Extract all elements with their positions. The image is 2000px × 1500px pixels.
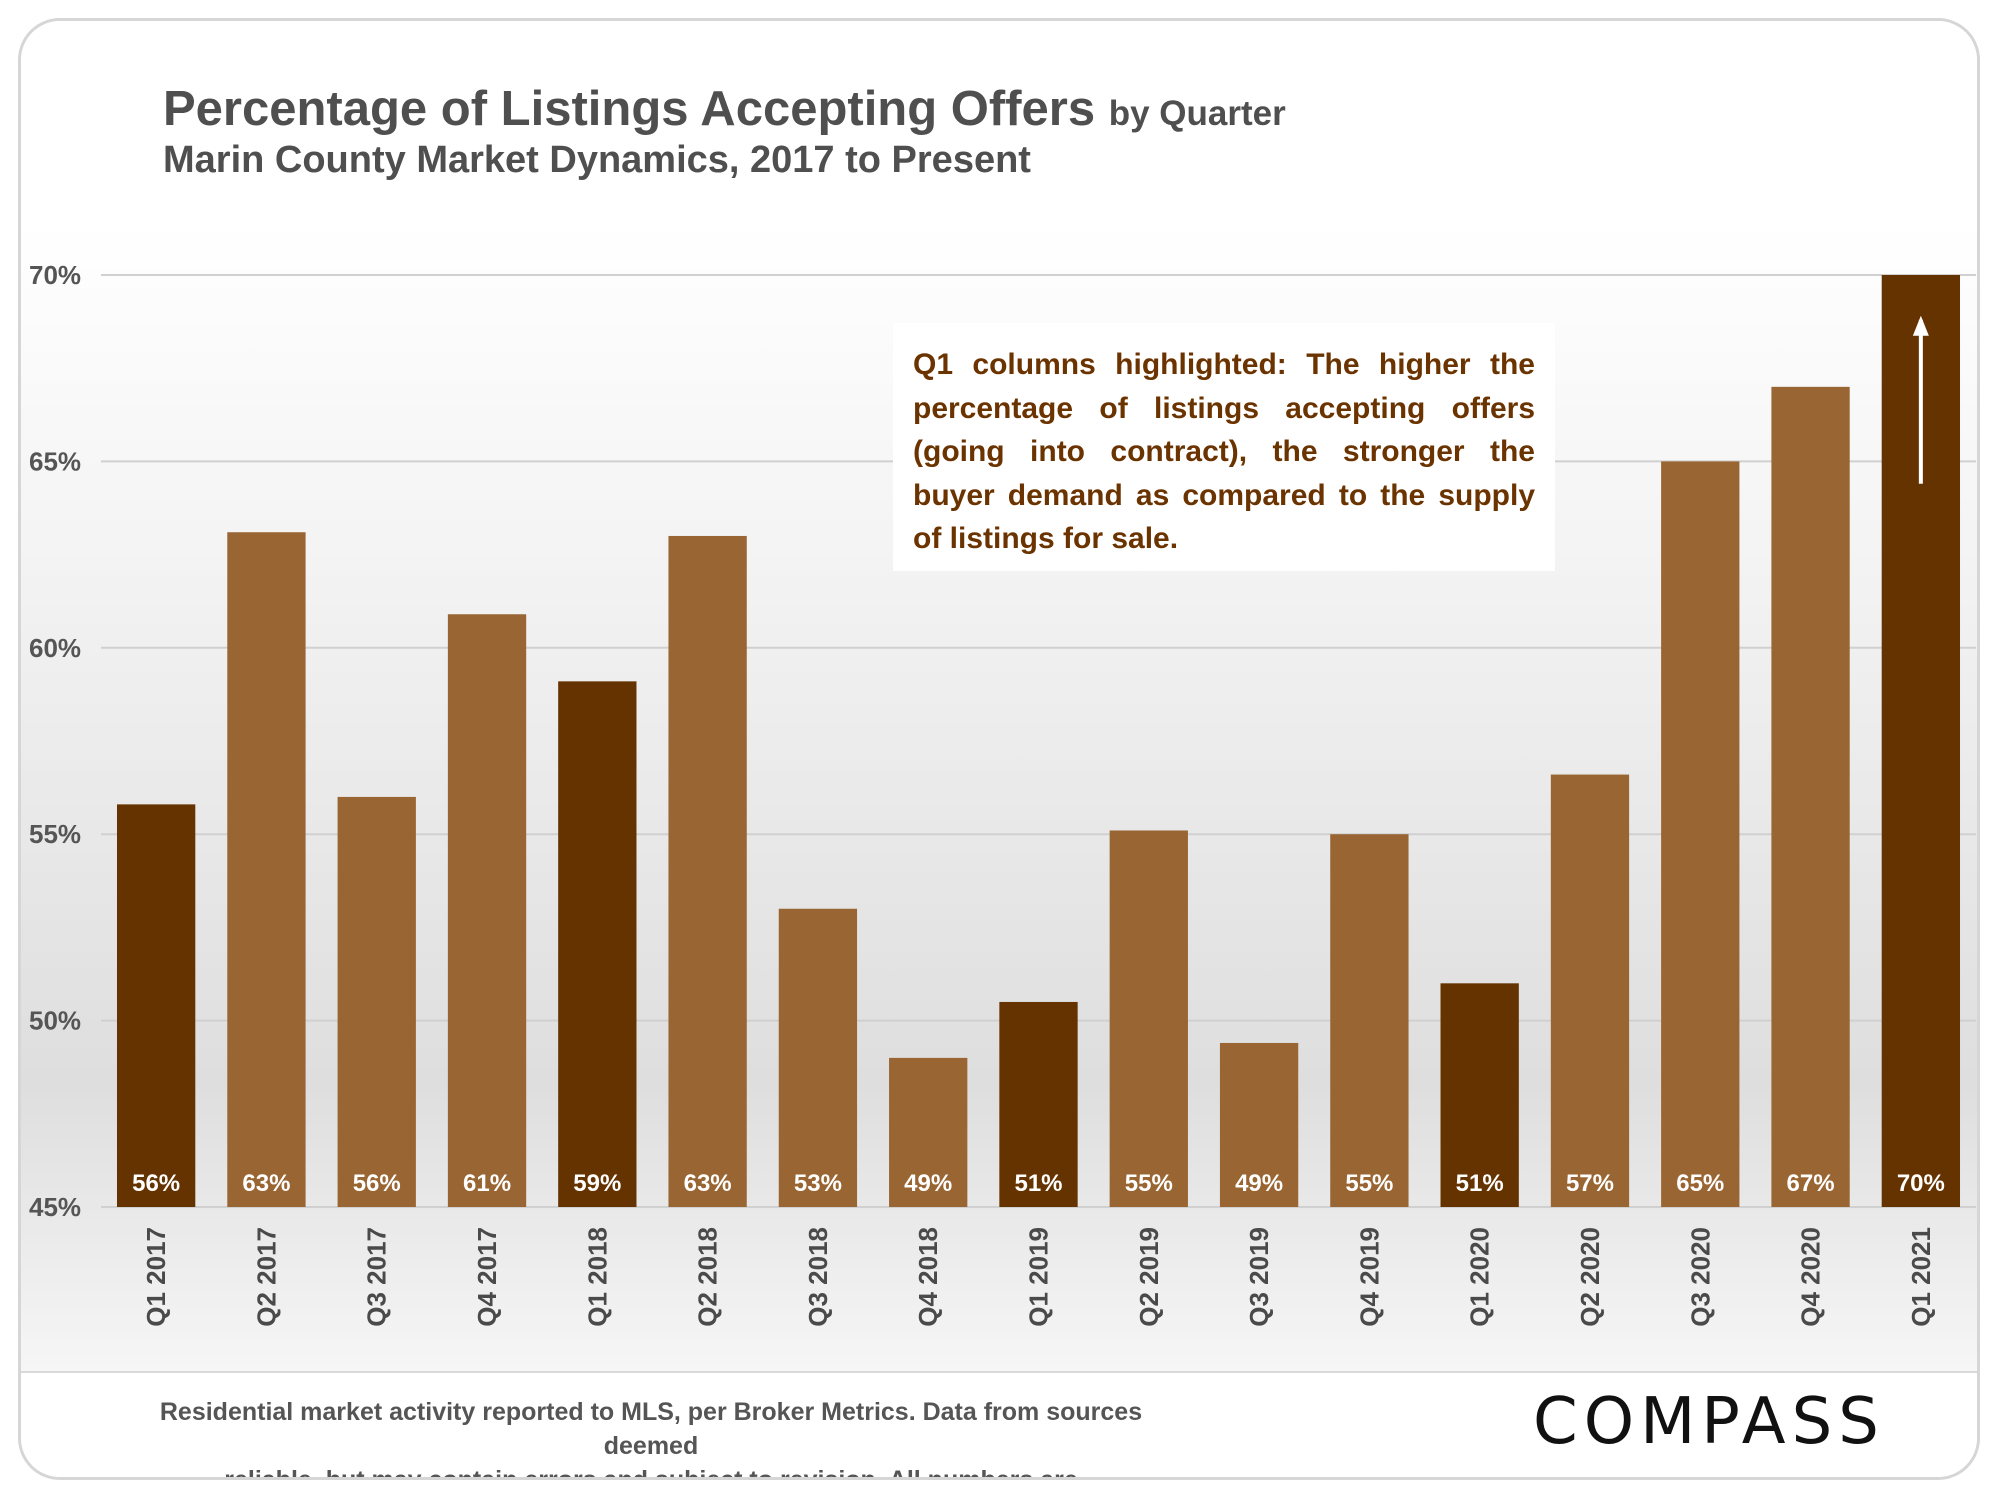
bar [447, 614, 527, 1207]
data-label: 63% [242, 1170, 290, 1197]
data-label: 59% [573, 1170, 621, 1197]
bar [1440, 983, 1519, 1207]
data-label: 57% [1566, 1170, 1614, 1197]
trend-arrow-head [1912, 315, 1929, 336]
bar [116, 804, 196, 1207]
x-tick-label: Q4 2019 [1354, 1227, 1384, 1327]
y-tick-label: 50% [29, 1006, 81, 1036]
bar [778, 908, 858, 1207]
bar [889, 1057, 968, 1207]
chart-title: Percentage of Listings Accepting Offers … [163, 81, 1286, 137]
x-tick-label: Q3 2019 [1244, 1227, 1274, 1327]
data-label: 61% [463, 1170, 511, 1197]
bar [668, 535, 747, 1207]
bar [1661, 461, 1740, 1207]
bar [227, 532, 306, 1207]
y-tick-label: 70% [29, 260, 81, 290]
data-label: 51% [1014, 1170, 1062, 1197]
x-tick-label: Q1 2021 [1906, 1227, 1936, 1327]
data-label: 51% [1456, 1170, 1504, 1197]
x-tick-label: Q4 2020 [1796, 1227, 1826, 1327]
data-label: 49% [1235, 1170, 1283, 1197]
data-label: 53% [794, 1170, 842, 1197]
source-note: Residential market activity reported to … [151, 1395, 1151, 1480]
data-label: 67% [1787, 1170, 1835, 1197]
chart-card: Percentage of Listings Accepting Offers … [18, 18, 1980, 1480]
compass-logo: COMPASS [1533, 1385, 1885, 1459]
data-label: 49% [904, 1170, 952, 1197]
y-tick-label: 60% [29, 633, 81, 663]
bar [337, 796, 416, 1207]
data-label: 56% [353, 1170, 401, 1197]
bar [1109, 830, 1188, 1207]
x-tick-label: Q2 2020 [1575, 1227, 1605, 1327]
chart-header: Percentage of Listings Accepting Offers … [21, 21, 1977, 223]
data-label: 55% [1125, 1170, 1173, 1197]
x-tick-label: Q4 2017 [472, 1227, 502, 1327]
chart-title-suffix: by Quarter [1108, 94, 1286, 133]
bar [1550, 774, 1630, 1207]
x-tick-label: Q3 2020 [1685, 1227, 1715, 1327]
chart-subtitle: Marin County Market Dynamics, 2017 to Pr… [163, 139, 1031, 181]
y-tick-label: 55% [29, 819, 81, 849]
x-tick-label: Q1 2019 [1024, 1227, 1054, 1327]
bar [1771, 386, 1850, 1208]
data-label: 63% [684, 1170, 732, 1197]
y-tick-label: 65% [29, 446, 81, 476]
x-tick-label: Q3 2017 [362, 1227, 392, 1327]
data-label: 70% [1897, 1170, 1945, 1197]
data-label: 56% [132, 1170, 180, 1197]
source-note-line-1: Residential market activity reported to … [159, 1398, 1143, 1460]
x-tick-label: Q2 2017 [251, 1227, 281, 1327]
x-tick-label: Q2 2019 [1134, 1227, 1164, 1327]
y-tick-label: 45% [29, 1192, 81, 1222]
data-label: 65% [1676, 1170, 1724, 1197]
x-tick-label: Q1 2018 [582, 1227, 612, 1327]
chart-title-main: Percentage of Listings Accepting Offers [163, 82, 1096, 136]
x-tick-label: Q4 2018 [913, 1227, 943, 1327]
x-tick-label: Q3 2018 [803, 1227, 833, 1327]
data-label: 55% [1345, 1170, 1393, 1197]
bar [999, 1001, 1078, 1207]
bar [1219, 1042, 1299, 1207]
bar [1330, 834, 1409, 1207]
source-note-line-2: reliable, but may contain errors and sub… [224, 1466, 1078, 1480]
chart-footer: Residential market activity reported to … [21, 1371, 1977, 1480]
x-tick-label: Q2 2018 [693, 1227, 723, 1327]
annotation-box: Q1 columns highlighted: The higher the p… [893, 323, 1555, 571]
bar [558, 681, 637, 1207]
x-tick-label: Q1 2020 [1465, 1227, 1495, 1327]
x-tick-label: Q1 2017 [141, 1227, 171, 1327]
bar-chart: 45% 50% 55% 60% 65% 70% 56% Q1 2017 63% Q2 2017 56… [29, 260, 1976, 1327]
